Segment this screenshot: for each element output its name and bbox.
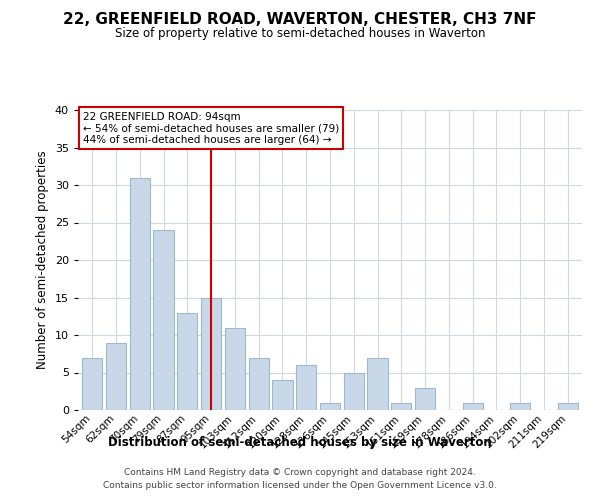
Text: 22 GREENFIELD ROAD: 94sqm
← 54% of semi-detached houses are smaller (79)
44% of : 22 GREENFIELD ROAD: 94sqm ← 54% of semi-… bbox=[83, 112, 339, 144]
Text: Size of property relative to semi-detached houses in Waverton: Size of property relative to semi-detach… bbox=[115, 28, 485, 40]
Text: Contains HM Land Registry data © Crown copyright and database right 2024.: Contains HM Land Registry data © Crown c… bbox=[124, 468, 476, 477]
Bar bbox=[391, 402, 412, 410]
Bar bbox=[367, 358, 388, 410]
Y-axis label: Number of semi-detached properties: Number of semi-detached properties bbox=[36, 150, 49, 370]
Bar bbox=[415, 388, 435, 410]
Text: 22, GREENFIELD ROAD, WAVERTON, CHESTER, CH3 7NF: 22, GREENFIELD ROAD, WAVERTON, CHESTER, … bbox=[63, 12, 537, 28]
Bar bbox=[225, 328, 245, 410]
Bar bbox=[248, 358, 269, 410]
Bar bbox=[177, 312, 197, 410]
Bar bbox=[296, 365, 316, 410]
Bar bbox=[557, 402, 578, 410]
Bar bbox=[106, 342, 126, 410]
Bar bbox=[201, 298, 221, 410]
Bar bbox=[130, 178, 150, 410]
Bar bbox=[320, 402, 340, 410]
Bar bbox=[463, 402, 483, 410]
Bar bbox=[272, 380, 293, 410]
Bar bbox=[82, 358, 103, 410]
Text: Contains public sector information licensed under the Open Government Licence v3: Contains public sector information licen… bbox=[103, 480, 497, 490]
Text: Distribution of semi-detached houses by size in Waverton: Distribution of semi-detached houses by … bbox=[108, 436, 492, 449]
Bar bbox=[510, 402, 530, 410]
Bar bbox=[154, 230, 173, 410]
Bar bbox=[344, 372, 364, 410]
